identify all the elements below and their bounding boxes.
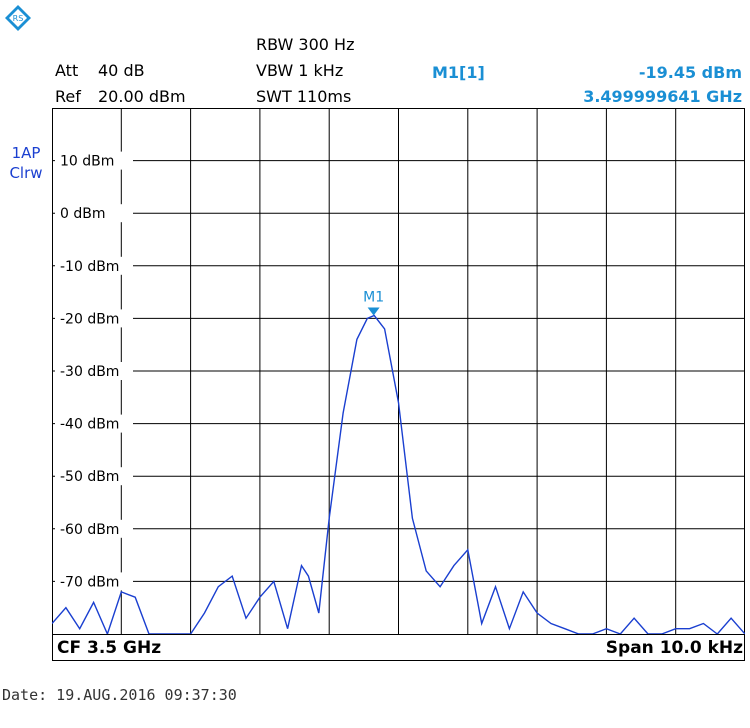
swt-setting: SWT 110ms — [256, 87, 352, 106]
spectrum-trace — [52, 314, 745, 634]
y-tick-label: -30 dBm — [60, 364, 119, 380]
y-tick-label: -40 dBm — [60, 417, 119, 433]
y-tick-label-background — [55, 467, 133, 486]
trace-mode: 1AP — [11, 144, 41, 162]
frequency-span: Span 10.0 kHz — [605, 638, 743, 658]
marker-label: M1 — [363, 290, 384, 306]
y-tick-label: -20 dBm — [60, 311, 119, 327]
rbw-setting: RBW 300 Hz — [256, 35, 355, 54]
y-tick-label-background — [55, 204, 133, 223]
ref-value: 20.00 dBm — [98, 87, 186, 106]
marker-level: -19.45 dBm — [638, 63, 742, 82]
att-label: Att — [55, 61, 79, 80]
ref-label: Ref — [55, 87, 81, 106]
marker-triangle-icon — [367, 307, 380, 316]
att-value: 40 dB — [98, 61, 145, 80]
y-tick-label-background — [55, 572, 133, 591]
y-tick-label: -50 dBm — [60, 469, 119, 485]
y-tick-label-background — [55, 151, 133, 170]
trace-detector: Clrw — [9, 164, 43, 182]
y-tick-label: -10 dBm — [60, 259, 119, 275]
date-stamp: Date: 19.AUG.2016 09:37:30 — [2, 686, 237, 704]
y-tick-label: -70 dBm — [60, 574, 119, 590]
y-tick-label-background — [55, 414, 133, 433]
y-tick-label-background — [55, 256, 133, 275]
y-tick-label: 10 dBm — [60, 154, 114, 170]
y-tick-label: 0 dBm — [60, 206, 106, 222]
center-frequency: CF 3.5 GHz — [57, 638, 162, 658]
rohde-schwarz-logo-icon: RS — [4, 4, 32, 32]
y-tick-label-background — [55, 309, 133, 328]
footer-bar: CF 3.5 GHz Span 10.0 kHz — [52, 634, 745, 661]
svg-text:RS: RS — [13, 14, 24, 23]
y-tick-label: -60 dBm — [60, 522, 119, 538]
spectrum-plot: 10 dBm 0 dBm -10 dBm -20 dBm -30 dBm -40 dBm -… — [52, 108, 745, 634]
vbw-setting: VBW 1 kHz — [256, 61, 344, 80]
y-tick-label-background — [55, 362, 133, 380]
marker-name: M1[1] — [432, 63, 485, 82]
y-tick-label-background — [55, 519, 133, 538]
marker-frequency: 3.499999641 GHz — [583, 87, 742, 106]
trace-label: 1AP Clrw — [4, 143, 48, 183]
